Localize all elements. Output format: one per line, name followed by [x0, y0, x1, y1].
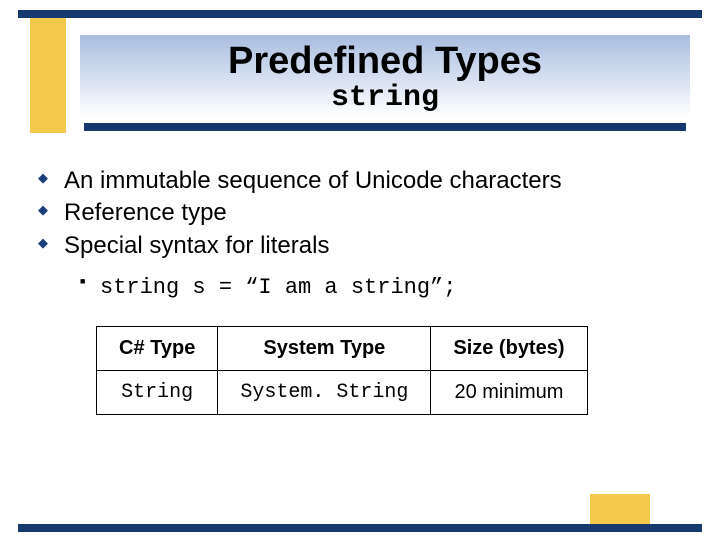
content-area: An immutable sequence of Unicode charact…	[36, 165, 684, 415]
bottom-border-bar	[18, 524, 702, 532]
bullet-item: Reference type	[36, 197, 684, 229]
table-header: C# Type	[97, 326, 218, 370]
code-example: string s = “I am a string”;	[36, 268, 684, 308]
table-row: String System. String 20 minimum	[97, 370, 588, 414]
top-border-bar	[18, 10, 702, 18]
sub-bullet-list: string s = “I am a string”;	[36, 268, 684, 308]
yellow-accent-bottom	[590, 494, 650, 524]
slide-title: Predefined Types	[80, 40, 690, 83]
table-cell: String	[97, 370, 218, 414]
title-gradient: Predefined Types string	[80, 35, 690, 117]
title-underline	[84, 123, 686, 131]
table-cell: System. String	[218, 370, 431, 414]
table-header-row: C# Type System Type Size (bytes)	[97, 326, 588, 370]
bullet-item: Special syntax for literals	[36, 230, 684, 262]
slide-subtitle: string	[80, 81, 690, 115]
yellow-accent-top	[30, 18, 66, 133]
table-header: System Type	[218, 326, 431, 370]
title-block: Predefined Types string	[80, 35, 690, 131]
bullet-item: An immutable sequence of Unicode charact…	[36, 165, 684, 197]
type-table: C# Type System Type Size (bytes) String …	[96, 326, 588, 415]
table-header: Size (bytes)	[431, 326, 587, 370]
bullet-list: An immutable sequence of Unicode charact…	[36, 165, 684, 262]
table-cell: 20 minimum	[431, 370, 587, 414]
